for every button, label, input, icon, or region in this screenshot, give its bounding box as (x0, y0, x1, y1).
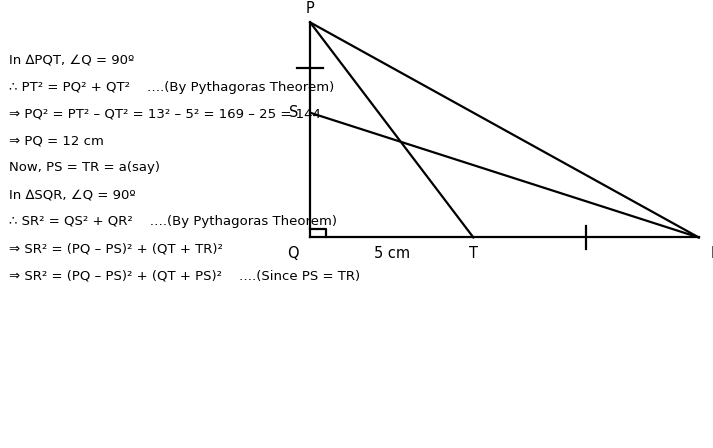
Text: P: P (306, 1, 314, 16)
Text: 5 cm: 5 cm (374, 246, 410, 261)
Text: ⇒ PQ² = PT² – QT² = 13² – 5² = 169 – 25 = 144: ⇒ PQ² = PT² – QT² = 13² – 5² = 169 – 25 … (9, 108, 320, 121)
Text: ⇒ SR² = (PQ – PS)² + (QT + PS)²    ….(Since PS = TR): ⇒ SR² = (PQ – PS)² + (QT + PS)² ….(Since… (9, 269, 359, 282)
Text: In ∆PQT, ∠Q = 90º: In ∆PQT, ∠Q = 90º (9, 54, 134, 67)
Text: ∴ SR² = QS² + QR²    ….(By Pythagoras Theorem): ∴ SR² = QS² + QR² ….(By Pythagoras Theor… (9, 215, 337, 228)
Text: Q: Q (287, 246, 299, 261)
Text: In ∆SQR, ∠Q = 90º: In ∆SQR, ∠Q = 90º (9, 188, 135, 202)
Text: R: R (710, 246, 713, 261)
Text: S: S (289, 105, 299, 120)
Text: Now, PS = TR = a(say): Now, PS = TR = a(say) (9, 161, 160, 175)
Text: ⇒ PQ = 12 cm: ⇒ PQ = 12 cm (9, 134, 103, 148)
Text: T: T (469, 246, 478, 261)
Text: ⇒ SR² = (PQ – PS)² + (QT + TR)²: ⇒ SR² = (PQ – PS)² + (QT + TR)² (9, 242, 222, 255)
Text: ∴ PT² = PQ² + QT²    ….(By Pythagoras Theorem): ∴ PT² = PQ² + QT² ….(By Pythagoras Theor… (9, 81, 334, 94)
